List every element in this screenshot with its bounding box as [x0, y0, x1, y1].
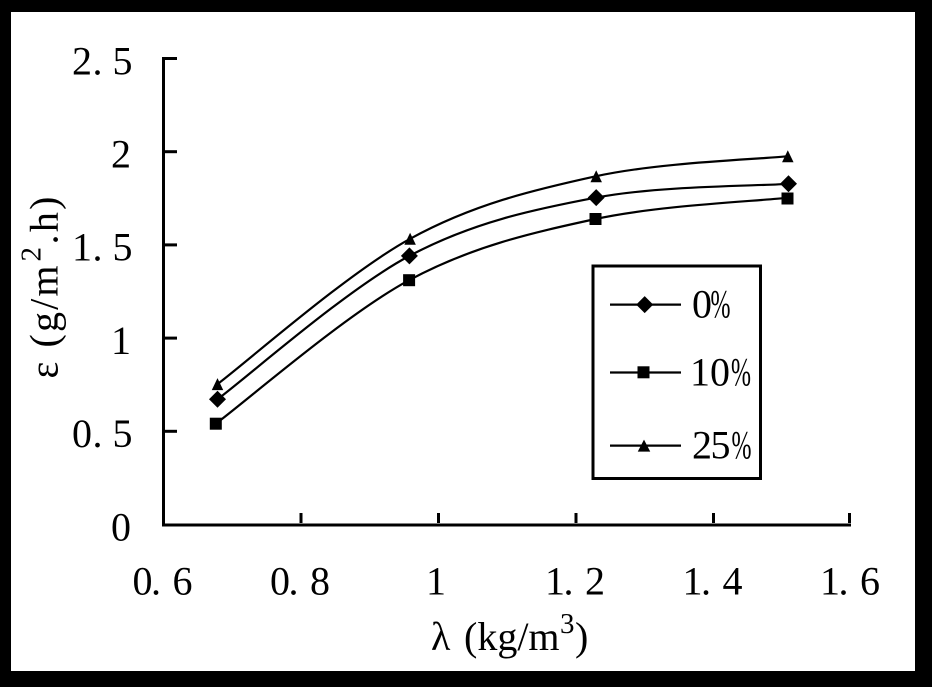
svg-text:2: 2	[692, 423, 712, 468]
svg-text:0: 0	[270, 559, 290, 604]
svg-text:): )	[575, 614, 588, 659]
svg-text:1: 1	[426, 559, 446, 604]
svg-text:2: 2	[111, 132, 131, 177]
svg-text:2: 2	[72, 38, 92, 83]
svg-text:0: 0	[133, 559, 153, 604]
svg-text:.: .	[701, 559, 711, 604]
svg-text:5: 5	[113, 411, 133, 456]
svg-text:1: 1	[111, 318, 131, 363]
svg-text:.h): .h)	[22, 197, 67, 245]
svg-text:%: %	[711, 283, 731, 327]
svg-text:4: 4	[723, 559, 743, 604]
svg-text:5: 5	[711, 423, 731, 468]
svg-text:(kg/m: (kg/m	[464, 614, 560, 659]
svg-text:.: .	[289, 559, 299, 604]
svg-text:0: 0	[111, 504, 131, 549]
svg-text:1: 1	[545, 559, 565, 604]
svg-text:.: .	[93, 411, 103, 456]
svg-text:1: 1	[683, 559, 703, 604]
svg-text:.: .	[839, 559, 849, 604]
svg-text:ε (g/m: ε (g/m	[22, 266, 67, 379]
svg-text:0: 0	[710, 350, 730, 395]
svg-text:8: 8	[310, 559, 330, 604]
svg-text:%: %	[731, 352, 751, 396]
svg-text:λ: λ	[431, 614, 451, 659]
svg-text:%: %	[732, 425, 752, 469]
svg-text:3: 3	[560, 608, 575, 640]
svg-text:5: 5	[113, 38, 133, 83]
svg-text:.: .	[93, 225, 103, 270]
svg-text:.: .	[564, 559, 574, 604]
svg-text:1: 1	[72, 225, 92, 270]
svg-text:2: 2	[16, 247, 48, 262]
svg-text:5: 5	[113, 225, 133, 270]
svg-text:0: 0	[692, 281, 712, 326]
svg-text:2: 2	[585, 559, 605, 604]
svg-text:1: 1	[820, 559, 840, 604]
svg-text:.: .	[151, 559, 161, 604]
svg-text:.: .	[93, 38, 103, 83]
svg-text:6: 6	[173, 559, 193, 604]
svg-text:6: 6	[860, 559, 880, 604]
svg-text:0: 0	[72, 411, 92, 456]
svg-text:1: 1	[690, 350, 710, 395]
